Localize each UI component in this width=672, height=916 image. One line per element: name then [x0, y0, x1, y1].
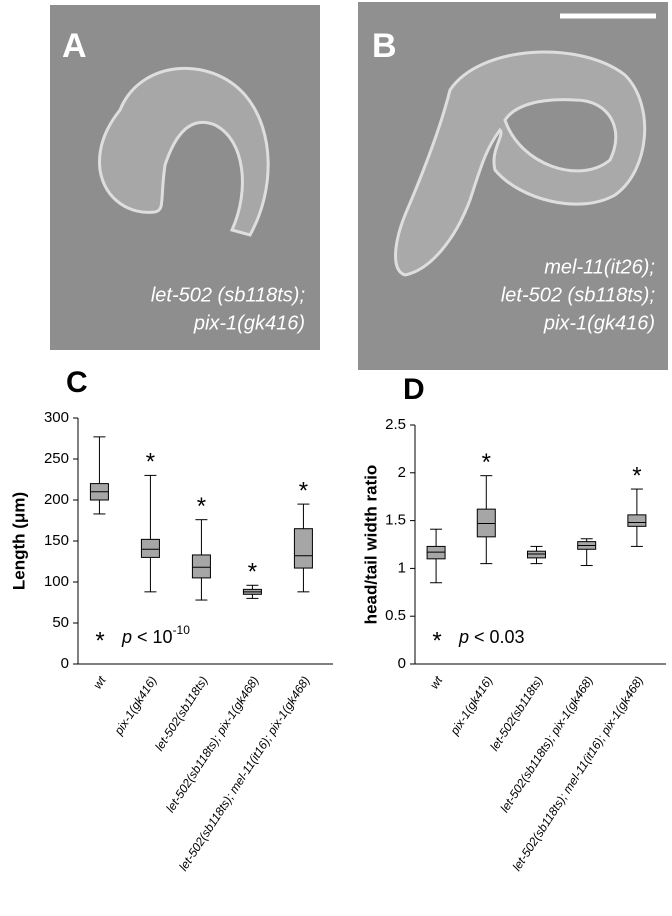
significance-marker: *	[248, 559, 257, 586]
y-tick-label: 2	[398, 464, 406, 481]
note-part: -10	[173, 623, 191, 637]
x-tick-label: wt	[427, 673, 446, 691]
box	[293, 528, 313, 569]
note-text: p < 10-10	[121, 623, 190, 647]
y-tick-label: 100	[44, 573, 69, 590]
x-tick-label: let-502(sb118ts); pix-1(gk468)	[497, 674, 595, 815]
x-tick-label: let-502(sb118ts); pix-1(gk468)	[163, 674, 261, 815]
panel-b: B mel-11(it26); let-502 (sb118ts); pix-1…	[358, 2, 668, 370]
note-symbol: *	[95, 627, 104, 654]
micrograph	[50, 5, 320, 350]
significance-marker: *	[197, 493, 206, 520]
note-part: < 10	[132, 627, 173, 647]
caption-line: let-502 (sb118ts);	[151, 284, 305, 306]
significance-marker: *	[482, 449, 491, 476]
caption-line: let-502 (sb118ts);	[501, 284, 655, 306]
panel-letter: C	[66, 366, 88, 399]
note-text: p < 0.03	[458, 627, 525, 647]
panel-letter: B	[372, 27, 397, 65]
box	[191, 554, 211, 579]
x-tick-label: wt	[90, 673, 109, 691]
y-tick-label: 2.5	[385, 416, 406, 433]
box	[627, 514, 647, 527]
y-tick-label: 250	[44, 450, 69, 467]
significance-marker: *	[632, 462, 641, 489]
chart: C Length (μm) 0 50 100 150 200 250 300 wt pix-1(gk…	[9, 366, 333, 873]
y-tick-label: 1.5	[385, 512, 406, 529]
box	[140, 538, 160, 558]
panel-letter: A	[62, 27, 87, 65]
note-part: < 0.03	[469, 627, 525, 647]
x-tick-label: let-502(sb118ts)	[487, 674, 545, 754]
y-tick-label: 1	[398, 559, 406, 576]
x-tick-label: pix-1(gk416)	[111, 674, 160, 738]
y-tick-label: 0.5	[385, 607, 406, 624]
panel-a: A let-502 (sb118ts); pix-1(gk416)	[50, 5, 320, 350]
y-tick-label: 300	[44, 409, 69, 426]
y-axis-label: head/tail width ratio	[361, 465, 380, 625]
y-tick-label: 150	[44, 532, 69, 549]
significance-marker: *	[146, 449, 155, 476]
y-tick-label: 0	[61, 655, 69, 672]
embryo	[394, 50, 647, 277]
x-tick-label: let-502(sb118ts)	[152, 674, 210, 754]
y-tick-label: 0	[398, 655, 406, 672]
y-tick-label: 50	[52, 614, 69, 631]
x-tick-label: pix-1(gk416)	[447, 674, 496, 738]
embryo	[98, 66, 270, 237]
note-part: p	[121, 627, 132, 647]
caption-line: mel-11(it26);	[544, 256, 655, 278]
note-symbol: *	[432, 627, 441, 654]
y-tick-label: 200	[44, 491, 69, 508]
caption-line: pix-1(gk416)	[543, 312, 655, 334]
significance-marker: *	[299, 477, 308, 504]
caption-line: pix-1(gk416)	[193, 312, 305, 334]
y-axis-label: Length (μm)	[9, 492, 28, 590]
note-part: p	[458, 627, 469, 647]
panel-letter: D	[403, 373, 425, 406]
